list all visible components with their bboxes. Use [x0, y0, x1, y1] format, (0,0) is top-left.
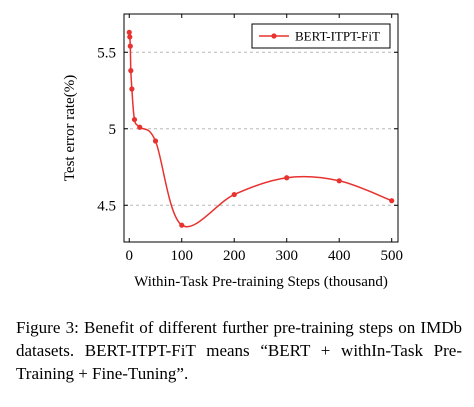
x-axis-label: Within-Task Pre-training Steps (thousand… — [134, 274, 388, 290]
legend-label: BERT-ITPT-FiT — [295, 29, 380, 44]
data-point — [127, 34, 133, 40]
line-chart: 4.5 5 5.5 0 100 200 300 400 500 BERT-ITPT-FiT Wi… — [62, 13, 403, 290]
x-tick-label: 100 — [170, 248, 193, 264]
y-tick-label: 5 — [109, 122, 117, 138]
legend: BERT-ITPT-FiT — [251, 23, 391, 49]
x-tick-label: 400 — [328, 248, 351, 264]
data-point — [179, 222, 185, 228]
data-point — [131, 116, 138, 123]
plot-frame — [123, 13, 399, 243]
y-axis-label: Test error rate(%) — [62, 75, 78, 181]
data-point — [129, 86, 135, 92]
data-point — [127, 43, 133, 49]
data-point — [284, 175, 290, 181]
data-point — [231, 191, 237, 198]
x-tick-label: 200 — [223, 248, 246, 264]
legend-marker — [271, 33, 277, 39]
data-point — [137, 124, 143, 130]
data-point — [152, 138, 159, 144]
data-point — [128, 68, 134, 74]
x-tick-label: 500 — [380, 248, 403, 264]
data-point — [126, 29, 132, 35]
y-tick-label: 4.5 — [97, 198, 116, 214]
series-line — [128, 32, 392, 228]
data-point — [336, 178, 342, 184]
series-layer — [126, 29, 395, 228]
x-tick-label: 300 — [275, 248, 298, 264]
data-point — [389, 198, 395, 204]
axis-ticks: 4.5 5 5.5 0 100 200 300 400 500 — [97, 14, 403, 264]
y-tick-label: 5.5 — [97, 45, 116, 61]
grid-lines — [124, 51, 398, 206]
figure-caption: Figure 3: Benefit of different further p… — [16, 318, 462, 383]
x-tick-label: 0 — [125, 248, 133, 264]
